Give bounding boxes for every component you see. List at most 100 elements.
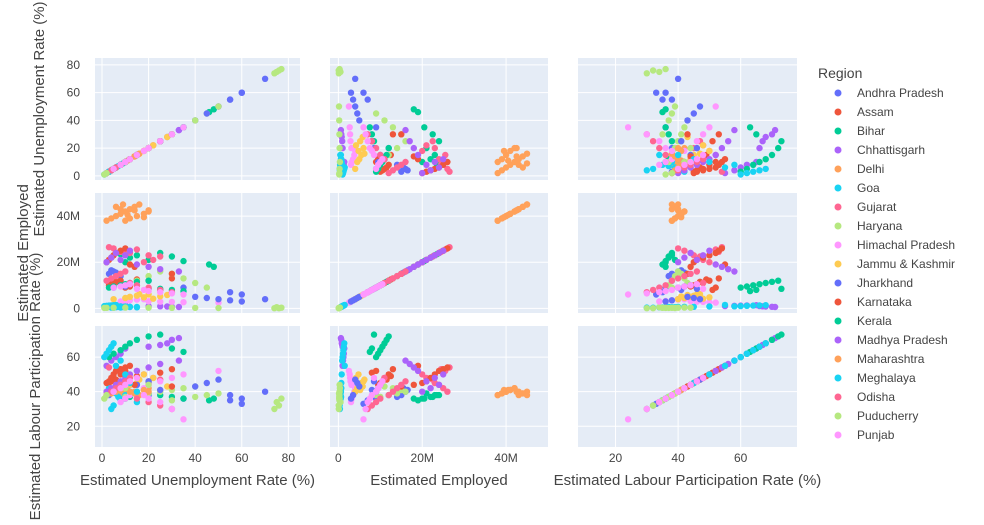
data-point[interactable]	[168, 275, 176, 282]
data-point[interactable]	[122, 268, 129, 275]
data-point[interactable]	[361, 376, 368, 383]
data-point[interactable]	[662, 89, 669, 96]
data-point[interactable]	[348, 144, 355, 152]
data-point[interactable]	[674, 245, 682, 252]
data-point[interactable]	[133, 336, 141, 343]
data-point[interactable]	[355, 147, 362, 155]
data-point[interactable]	[674, 259, 682, 266]
legend-item[interactable]: Chhattisgarh	[834, 143, 926, 157]
data-point[interactable]	[389, 388, 397, 395]
data-point[interactable]	[379, 378, 386, 385]
data-point[interactable]	[771, 303, 779, 311]
data-point[interactable]	[402, 378, 409, 385]
data-point[interactable]	[226, 297, 234, 304]
data-point[interactable]	[656, 68, 663, 76]
data-point[interactable]	[419, 147, 426, 155]
data-point[interactable]	[364, 398, 371, 406]
data-point[interactable]	[402, 357, 409, 364]
data-point[interactable]	[336, 117, 343, 124]
data-point[interactable]	[662, 151, 669, 159]
data-point[interactable]	[433, 391, 441, 399]
data-point[interactable]	[756, 281, 763, 288]
data-point[interactable]	[678, 293, 685, 300]
data-point[interactable]	[180, 385, 187, 392]
data-point[interactable]	[110, 304, 117, 311]
data-point[interactable]	[261, 296, 269, 303]
data-point[interactable]	[662, 171, 669, 178]
data-point[interactable]	[387, 372, 394, 380]
data-point[interactable]	[671, 304, 679, 312]
data-point[interactable]	[410, 106, 417, 113]
data-point[interactable]	[674, 275, 682, 282]
data-point[interactable]	[737, 302, 744, 310]
data-point[interactable]	[361, 150, 368, 157]
data-point[interactable]	[687, 158, 694, 166]
data-point[interactable]	[687, 263, 694, 270]
data-point[interactable]	[140, 259, 148, 266]
data-point[interactable]	[706, 147, 713, 155]
data-point[interactable]	[699, 167, 707, 174]
data-point[interactable]	[435, 164, 443, 171]
data-point[interactable]	[103, 259, 110, 266]
legend-item[interactable]: Andhra Pradesh	[834, 86, 944, 100]
legend-item[interactable]: Haryana	[834, 219, 903, 233]
data-point[interactable]	[523, 150, 531, 157]
data-point[interactable]	[180, 371, 187, 378]
data-point[interactable]	[421, 124, 428, 131]
data-point[interactable]	[140, 214, 148, 221]
data-point[interactable]	[681, 124, 688, 131]
data-point[interactable]	[523, 391, 531, 399]
data-point[interactable]	[103, 304, 110, 311]
data-point[interactable]	[122, 395, 129, 402]
data-point[interactable]	[336, 165, 343, 173]
data-point[interactable]	[693, 285, 701, 292]
data-point[interactable]	[110, 388, 117, 395]
data-point[interactable]	[337, 334, 345, 342]
data-point[interactable]	[157, 386, 164, 394]
data-point[interactable]	[346, 131, 354, 138]
data-point[interactable]	[164, 133, 171, 141]
data-point[interactable]	[275, 305, 283, 312]
data-point[interactable]	[662, 287, 669, 295]
data-point[interactable]	[117, 161, 124, 168]
data-point[interactable]	[678, 138, 685, 145]
data-point[interactable]	[693, 168, 701, 175]
data-point[interactable]	[335, 402, 342, 409]
data-point[interactable]	[498, 156, 506, 163]
data-point[interactable]	[750, 302, 757, 309]
data-point[interactable]	[203, 379, 210, 387]
data-point[interactable]	[435, 381, 443, 388]
data-point[interactable]	[446, 168, 453, 175]
legend-item[interactable]: Punjab	[834, 428, 895, 442]
data-point[interactable]	[175, 126, 183, 134]
data-point[interactable]	[133, 212, 141, 220]
data-point[interactable]	[352, 165, 359, 173]
data-point[interactable]	[687, 144, 694, 152]
data-point[interactable]	[226, 397, 234, 404]
data-point[interactable]	[687, 270, 694, 277]
data-point[interactable]	[681, 272, 688, 280]
data-point[interactable]	[168, 366, 176, 373]
data-point[interactable]	[756, 158, 763, 166]
data-point[interactable]	[500, 386, 508, 394]
data-point[interactable]	[108, 405, 115, 413]
data-point[interactable]	[385, 333, 392, 340]
data-point[interactable]	[706, 303, 713, 310]
data-point[interactable]	[126, 362, 134, 369]
data-point[interactable]	[665, 117, 672, 124]
data-point[interactable]	[762, 340, 769, 347]
legend-item[interactable]: Bihar	[834, 124, 886, 138]
data-point[interactable]	[778, 138, 785, 145]
data-point[interactable]	[117, 298, 124, 305]
data-point[interactable]	[192, 117, 199, 124]
data-point[interactable]	[360, 89, 367, 96]
data-point[interactable]	[715, 275, 722, 282]
data-point[interactable]	[671, 103, 679, 110]
data-point[interactable]	[355, 371, 362, 378]
data-point[interactable]	[649, 138, 657, 145]
data-point[interactable]	[393, 144, 401, 152]
data-point[interactable]	[429, 131, 436, 138]
data-point[interactable]	[112, 278, 120, 285]
data-point[interactable]	[624, 124, 632, 131]
data-point[interactable]	[762, 156, 769, 163]
